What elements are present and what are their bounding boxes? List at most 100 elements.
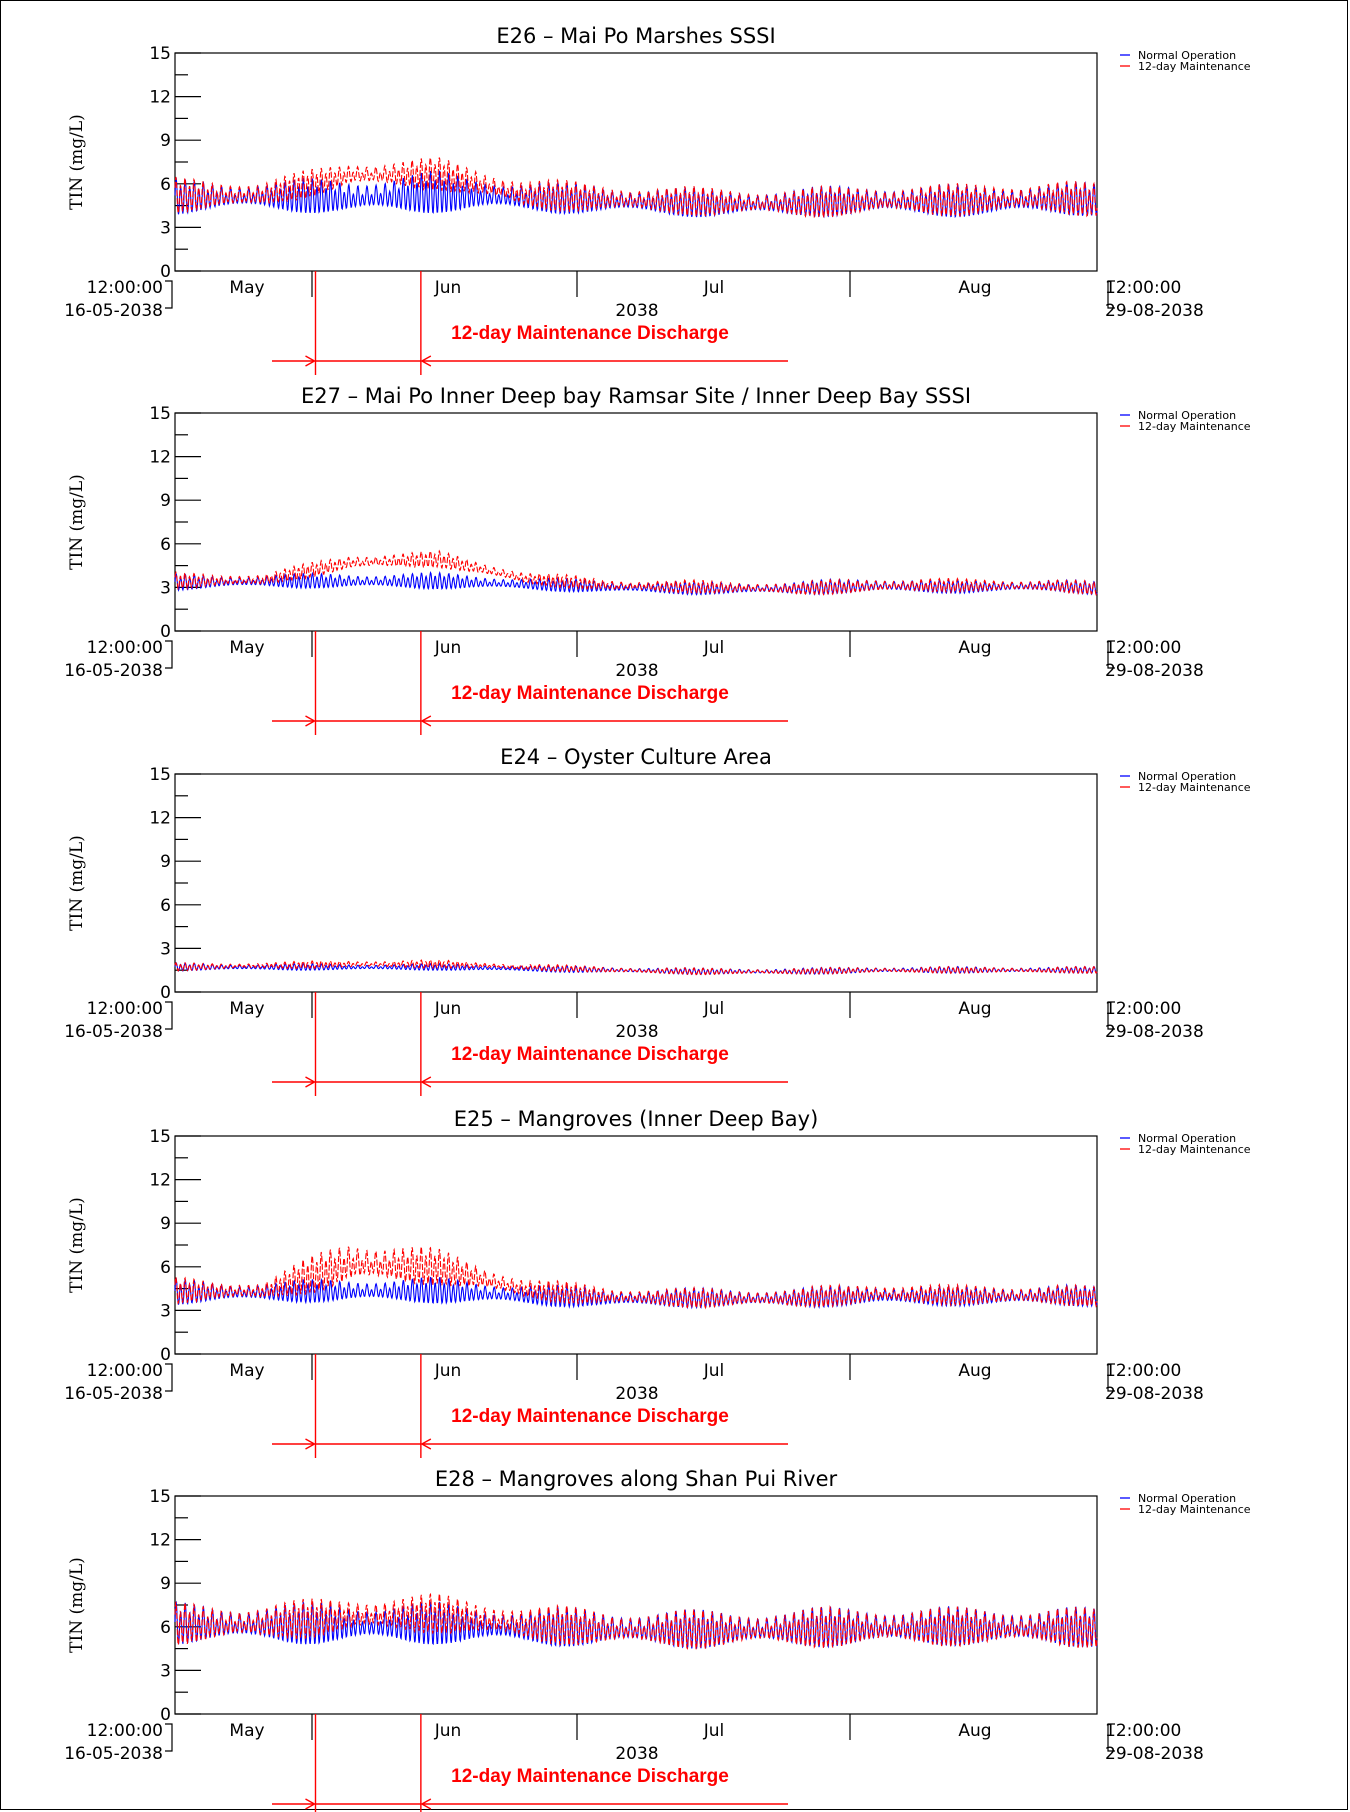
end-bracket <box>1107 1723 1115 1752</box>
end-time-label: 12:00:00 <box>1105 1361 1181 1381</box>
start-date-label: 16-05-2038 <box>64 1022 163 1042</box>
y-ticks: 0 3 6 9 12 15 <box>149 765 201 1003</box>
y-ticks: 0 3 6 9 12 15 <box>149 1487 201 1725</box>
legend-entry: Normal Operation <box>1138 770 1236 783</box>
month-label: May <box>229 999 264 1019</box>
start-date-label: 16-05-2038 <box>64 1384 163 1404</box>
maintenance-arrowhead-left <box>305 715 316 727</box>
plot-frame <box>174 1135 1098 1355</box>
start-bracket <box>165 280 173 309</box>
maintenance-label: 12-day Maintenance Discharge <box>451 1766 729 1787</box>
y-ticks: 0 3 6 9 12 15 <box>149 44 201 282</box>
y-tick-label: 9 <box>160 852 171 872</box>
month-label: Jun <box>434 999 462 1019</box>
maintenance-arrowhead-right <box>420 355 432 367</box>
maintenance-arrowhead-left <box>305 1438 316 1450</box>
end-date-label: 29-08-2038 <box>1105 301 1204 321</box>
y-tick-label: 0 <box>160 1345 171 1365</box>
y-tick-label: 6 <box>160 896 171 916</box>
series-line-maintenance <box>174 549 1098 596</box>
start-time-label: 12:00:00 <box>87 1361 163 1381</box>
start-bracket <box>165 1363 173 1392</box>
end-time-label: 12:00:00 <box>1105 1721 1181 1741</box>
year-label: 2038 <box>615 1384 658 1404</box>
month-label: Jun <box>434 278 462 298</box>
start-date-label: 16-05-2038 <box>64 661 163 681</box>
start-bracket <box>165 1001 173 1030</box>
legend-entry: 12-day Maintenance <box>1138 60 1251 73</box>
y-tick-label: 0 <box>160 1705 171 1725</box>
y-axis-label: TIN (mg/L) <box>67 474 87 570</box>
y-tick-label: 6 <box>160 175 171 195</box>
start-time-label: 12:00:00 <box>87 278 163 298</box>
y-tick-label: 15 <box>149 765 171 785</box>
year-label: 2038 <box>615 301 658 321</box>
chart-panel-1: E27 – Mai Po Inner Deep bay Ramsar Site … <box>64 384 1251 735</box>
start-time-label: 12:00:00 <box>87 999 163 1019</box>
end-bracket <box>1107 1001 1115 1030</box>
series-line-maintenance <box>174 1246 1098 1310</box>
start-time-label: 12:00:00 <box>87 638 163 658</box>
y-ticks: 0 3 6 9 12 15 <box>149 404 201 642</box>
y-tick-label: 3 <box>160 218 171 238</box>
start-time-label: 12:00:00 <box>87 1721 163 1741</box>
month-label: Aug <box>958 638 991 658</box>
series-line-normal-operation <box>174 571 1098 596</box>
maintenance-arrowhead-right <box>420 1438 432 1450</box>
y-tick-label: 0 <box>160 983 171 1003</box>
month-label: Jun <box>434 1721 462 1741</box>
plot-frame <box>174 773 1098 993</box>
maintenance-label: 12-day Maintenance Discharge <box>451 1406 729 1427</box>
end-date-label: 29-08-2038 <box>1105 1744 1204 1764</box>
legend-entry: 12-day Maintenance <box>1138 1503 1251 1516</box>
year-label: 2038 <box>615 1744 658 1764</box>
y-tick-label: 12 <box>149 809 171 829</box>
end-date-label: 29-08-2038 <box>1105 1384 1204 1404</box>
y-tick-label: 12 <box>149 1531 171 1551</box>
maintenance-arrowhead-left <box>305 1798 316 1810</box>
end-time-label: 12:00:00 <box>1105 278 1181 298</box>
plot-frame <box>174 412 1098 632</box>
y-tick-label: 12 <box>149 1171 171 1191</box>
legend-entry: Normal Operation <box>1138 49 1236 62</box>
legend-entry: Normal Operation <box>1138 1132 1236 1145</box>
chart-title: E26 – Mai Po Marshes SSSI <box>496 24 775 48</box>
y-tick-label: 9 <box>160 491 171 511</box>
y-tick-label: 9 <box>160 1214 171 1234</box>
chart-panel-0: E26 – Mai Po Marshes SSSI 0 3 6 9 12 15 TIN (mg… <box>64 24 1251 375</box>
month-label: Jul <box>703 999 725 1019</box>
month-label: Jul <box>703 1361 725 1381</box>
y-tick-label: 6 <box>160 1618 171 1638</box>
legend-entry: 12-day Maintenance <box>1138 420 1251 433</box>
y-axis-label: TIN (mg/L) <box>67 835 87 931</box>
maintenance-label: 12-day Maintenance Discharge <box>451 683 729 704</box>
start-bracket <box>165 1723 173 1752</box>
end-date-label: 29-08-2038 <box>1105 661 1204 681</box>
y-tick-label: 3 <box>160 939 171 959</box>
month-label: Aug <box>958 1361 991 1381</box>
y-tick-label: 6 <box>160 535 171 555</box>
month-label: Jun <box>434 1361 462 1381</box>
y-tick-label: 12 <box>149 88 171 108</box>
maintenance-arrowhead-left <box>305 355 316 367</box>
y-tick-label: 3 <box>160 1301 171 1321</box>
y-tick-label: 15 <box>149 1487 171 1507</box>
month-label: Jun <box>434 638 462 658</box>
month-label: Jul <box>703 638 725 658</box>
month-label: May <box>229 638 264 658</box>
series-line-maintenance <box>174 1592 1098 1650</box>
y-tick-label: 9 <box>160 131 171 151</box>
year-label: 2038 <box>615 661 658 681</box>
y-tick-label: 15 <box>149 44 171 64</box>
y-axis-label: TIN (mg/L) <box>67 114 87 210</box>
chart-title: E28 – Mangroves along Shan Pui River <box>435 1467 838 1491</box>
month-label: May <box>229 1361 264 1381</box>
legend-entry: 12-day Maintenance <box>1138 781 1251 794</box>
maintenance-arrowhead-right <box>420 1076 432 1088</box>
month-label: May <box>229 278 264 298</box>
